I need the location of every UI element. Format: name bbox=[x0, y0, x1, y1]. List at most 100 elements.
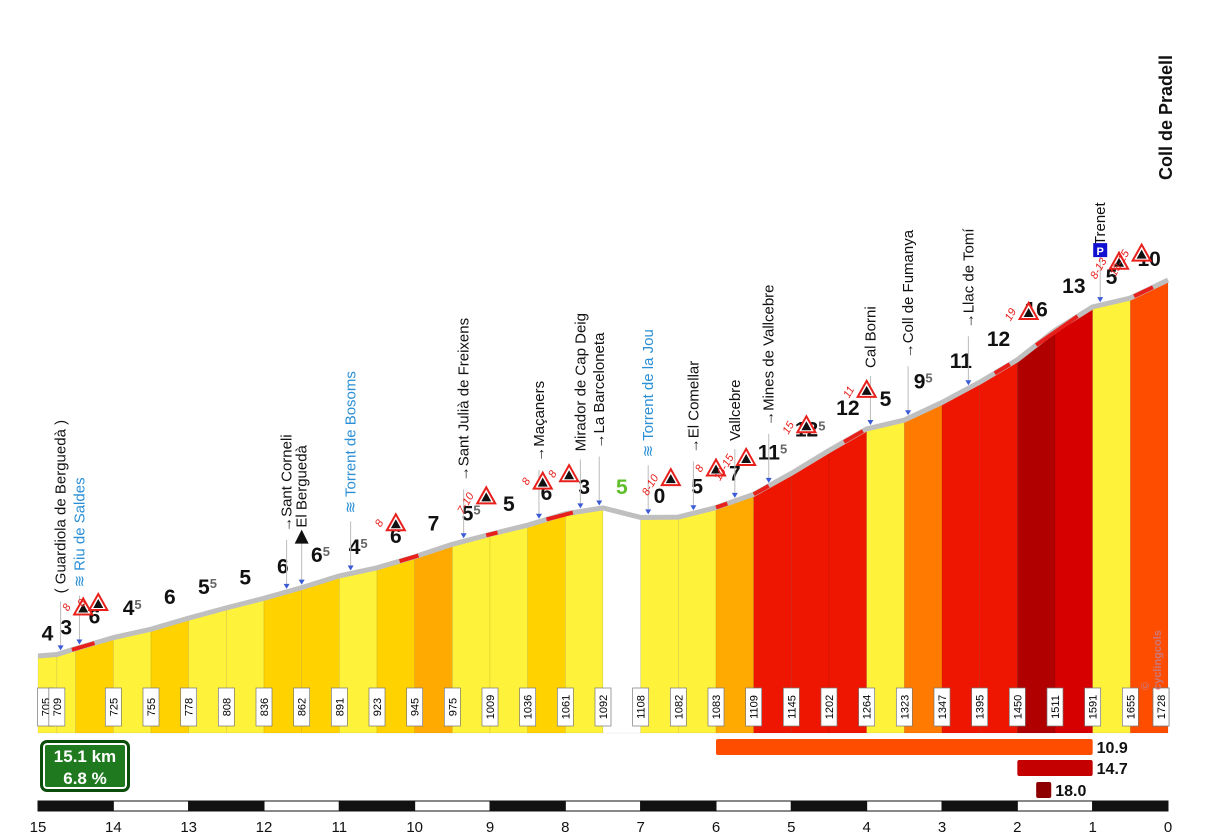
axis-tick-label: 12 bbox=[256, 819, 273, 836]
gradient-label: 65 bbox=[311, 544, 330, 567]
poi-marker bbox=[535, 513, 542, 519]
steep-road-section bbox=[752, 484, 770, 497]
axis-tick-label: 11 bbox=[332, 819, 348, 836]
axis-tick-label: 9 bbox=[486, 819, 494, 836]
poi-label: →La Barceloneta bbox=[591, 332, 608, 449]
elevation-label: 755 bbox=[146, 698, 158, 716]
elevation-box bbox=[669, 687, 687, 727]
elevation-label: 1083 bbox=[711, 695, 723, 719]
steep-warning-label: 8 bbox=[693, 462, 707, 474]
elevation-label: 891 bbox=[334, 698, 346, 716]
elevation-box bbox=[255, 687, 273, 727]
elevation-label: 1450 bbox=[1012, 695, 1024, 719]
steep-road-section bbox=[843, 429, 864, 444]
elevation-label: 836 bbox=[259, 698, 271, 716]
steep-warning-glyph bbox=[93, 599, 104, 609]
elevation-label: 1591 bbox=[1088, 695, 1100, 719]
gradient-sub-label: 5 bbox=[134, 597, 141, 612]
axis-scale-block bbox=[941, 800, 1018, 812]
elevation-box bbox=[142, 687, 160, 727]
segment-28 bbox=[1054, 306, 1093, 734]
elevation-box bbox=[745, 687, 763, 727]
poi-marker bbox=[690, 505, 697, 511]
steep-warning-glyph bbox=[665, 474, 676, 484]
axis-tick-label: 14 bbox=[105, 819, 122, 836]
axis-scale-block bbox=[866, 800, 943, 812]
steep-warning-glyph bbox=[564, 470, 575, 480]
gradient-label: 5 bbox=[239, 566, 251, 589]
elevation-label: 1347 bbox=[937, 695, 949, 719]
axis-scale-block bbox=[564, 800, 642, 812]
gradient-label: 6 bbox=[89, 606, 101, 629]
max-gradient-value: 18.0 bbox=[1055, 783, 1086, 800]
axis-tick-label: 13 bbox=[180, 819, 197, 836]
poi-label: →El Comellar bbox=[685, 361, 702, 454]
gradient-label: 4 bbox=[42, 623, 54, 646]
axis-scale-block bbox=[1016, 800, 1094, 812]
poi-marker bbox=[731, 492, 738, 498]
axis-scale-block bbox=[790, 800, 868, 812]
poi-label: →Mines de Vallcebre bbox=[761, 284, 778, 425]
poi-marker bbox=[1097, 297, 1104, 303]
elevation-label: 1082 bbox=[673, 695, 685, 719]
elevation-box bbox=[971, 687, 989, 727]
gradient-label: 12 bbox=[836, 397, 859, 420]
profile-road-line bbox=[37, 277, 1170, 659]
elevation-label: 1108 bbox=[636, 695, 648, 719]
gradient-label: 11 bbox=[950, 350, 973, 373]
gradient-label: 0 bbox=[654, 485, 666, 508]
axis-scale-block bbox=[1092, 800, 1169, 812]
elevation-box bbox=[104, 687, 122, 727]
steep-warning-label: 11 bbox=[841, 384, 857, 400]
axis-tick-label: 3 bbox=[938, 819, 946, 836]
elevation-label: 1009 bbox=[485, 695, 497, 719]
steep-road-section bbox=[485, 530, 499, 538]
elevation-box bbox=[1084, 687, 1102, 727]
steep-warning-glyph bbox=[390, 519, 401, 529]
elevation-box bbox=[293, 687, 311, 727]
poi-label: →Sant Corneli bbox=[279, 434, 296, 532]
elevation-labels: 705 709 725 755 778 808 836 862 891 923 945 975 1009… bbox=[37, 687, 1170, 727]
poi-marker bbox=[577, 503, 584, 509]
axis-scale-block bbox=[414, 800, 491, 812]
segment-22 bbox=[828, 428, 867, 734]
axis-tick-label: 2 bbox=[1013, 819, 1021, 836]
poi-label: →Sant Julià de Freixens bbox=[456, 318, 473, 481]
steep-road-section bbox=[71, 641, 96, 652]
gradient-label: 5 bbox=[503, 493, 515, 516]
poi-marker bbox=[298, 579, 305, 585]
segment-29 bbox=[1092, 297, 1131, 734]
gradient-label: 6 bbox=[164, 586, 176, 609]
gradient-label: 115 bbox=[758, 441, 787, 464]
elevation-box bbox=[1121, 687, 1139, 727]
max-gradient-bar bbox=[1036, 782, 1052, 798]
axis-scale-block bbox=[112, 800, 190, 812]
poi-label: →Llac de Tomí bbox=[960, 228, 977, 329]
segment-27 bbox=[1017, 329, 1056, 734]
poi-marker bbox=[76, 639, 83, 645]
steep-warning-glyph bbox=[861, 385, 872, 395]
elevation-label: 923 bbox=[372, 698, 384, 716]
poi-marker bbox=[347, 565, 354, 571]
steep-warning-glyph bbox=[537, 477, 548, 487]
summit-title: Coll de Pradell bbox=[1156, 55, 1176, 180]
gradient-sub-label: 5 bbox=[780, 441, 787, 456]
elevation-label: 1036 bbox=[523, 695, 535, 719]
gradient-label: 3 bbox=[578, 476, 590, 499]
poi-label: →Maçaners bbox=[531, 381, 548, 462]
elevation-box bbox=[1152, 687, 1170, 727]
axis-tick-label: 8 bbox=[561, 819, 569, 836]
gradient-label: 13 bbox=[1062, 275, 1085, 298]
elevation-box bbox=[556, 687, 574, 727]
poi-marker bbox=[596, 500, 603, 506]
tent-icon bbox=[294, 529, 309, 544]
distance-axis: 15 14 13 12 11 10 9 8 7 6 5 4 3 2 1 0 bbox=[30, 800, 1172, 836]
axis-tick-label: 1 bbox=[1088, 819, 1096, 836]
elevation-box bbox=[707, 687, 725, 727]
poi-marker bbox=[765, 477, 772, 483]
elevation-label: 1061 bbox=[560, 695, 572, 719]
elevation-box bbox=[1008, 687, 1026, 727]
elevation-label: 725 bbox=[108, 698, 120, 716]
max-gradient-value: 10.9 bbox=[1097, 740, 1128, 757]
axis-tick-label: 0 bbox=[1164, 819, 1172, 836]
